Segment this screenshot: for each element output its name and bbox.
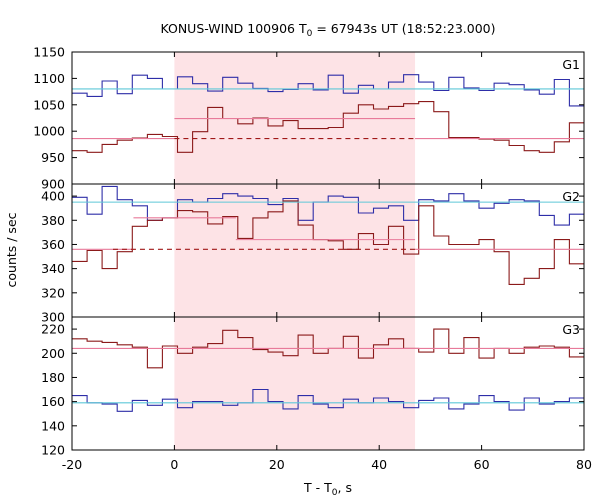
g3-ytick-label-160: 160 xyxy=(41,394,65,409)
chart-title: KONUS-WIND 100906 T0 = 67943s UT (18:52:… xyxy=(160,21,495,39)
g1-panel-label: G1 xyxy=(562,57,580,72)
g2-ytick-label-380: 380 xyxy=(41,213,65,228)
g2-ytick-label-340: 340 xyxy=(41,261,65,276)
g1-ytick-label-1000: 1000 xyxy=(33,124,65,139)
g2-ytick-label-300: 300 xyxy=(41,310,65,325)
x-axis-label: T - T0, s xyxy=(303,480,352,498)
g1-series-g1-blue xyxy=(72,74,584,107)
xtick-label--20: -20 xyxy=(62,457,82,472)
g3-frame xyxy=(71,316,585,451)
xtick-label-80: 80 xyxy=(576,457,592,472)
g1-series-g1-red xyxy=(72,101,584,153)
g3-ytick-label-200: 200 xyxy=(41,346,65,361)
g3-series-g3-red xyxy=(72,328,584,369)
xtick-label-60: 60 xyxy=(474,457,490,472)
xtick-label-20: 20 xyxy=(269,457,285,472)
g3-ytick-label-220: 220 xyxy=(41,322,65,337)
xtick-label-40: 40 xyxy=(371,457,387,472)
plot-area: 900 950 1000 1050 1100 1150 G1 300 320 340 360 380 4… xyxy=(33,45,592,473)
g1-ytick-label-1150: 1150 xyxy=(33,45,65,60)
g3-panel-label: G3 xyxy=(562,322,580,337)
burst-interval-shade xyxy=(174,52,416,450)
g3-ytick-label-120: 120 xyxy=(41,443,65,458)
y-axis-label: counts / sec xyxy=(4,212,19,287)
g1-ytick-label-950: 950 xyxy=(41,150,65,165)
g2-panel-label: G2 xyxy=(562,189,580,204)
g3-ytick-label-140: 140 xyxy=(41,418,65,433)
g3-series-g3-blue xyxy=(72,388,584,412)
g2-ytick-label-360: 360 xyxy=(41,237,65,252)
g1-ytick-label-1050: 1050 xyxy=(33,97,65,112)
g2-ytick-label-400: 400 xyxy=(41,189,65,204)
g3-ytick-label-180: 180 xyxy=(41,370,65,385)
g1-ytick-label-900: 900 xyxy=(41,177,65,192)
g1-ytick-label-1100: 1100 xyxy=(33,71,65,86)
g2-ytick-label-320: 320 xyxy=(41,285,65,300)
xtick-label-0: 0 xyxy=(170,457,178,472)
